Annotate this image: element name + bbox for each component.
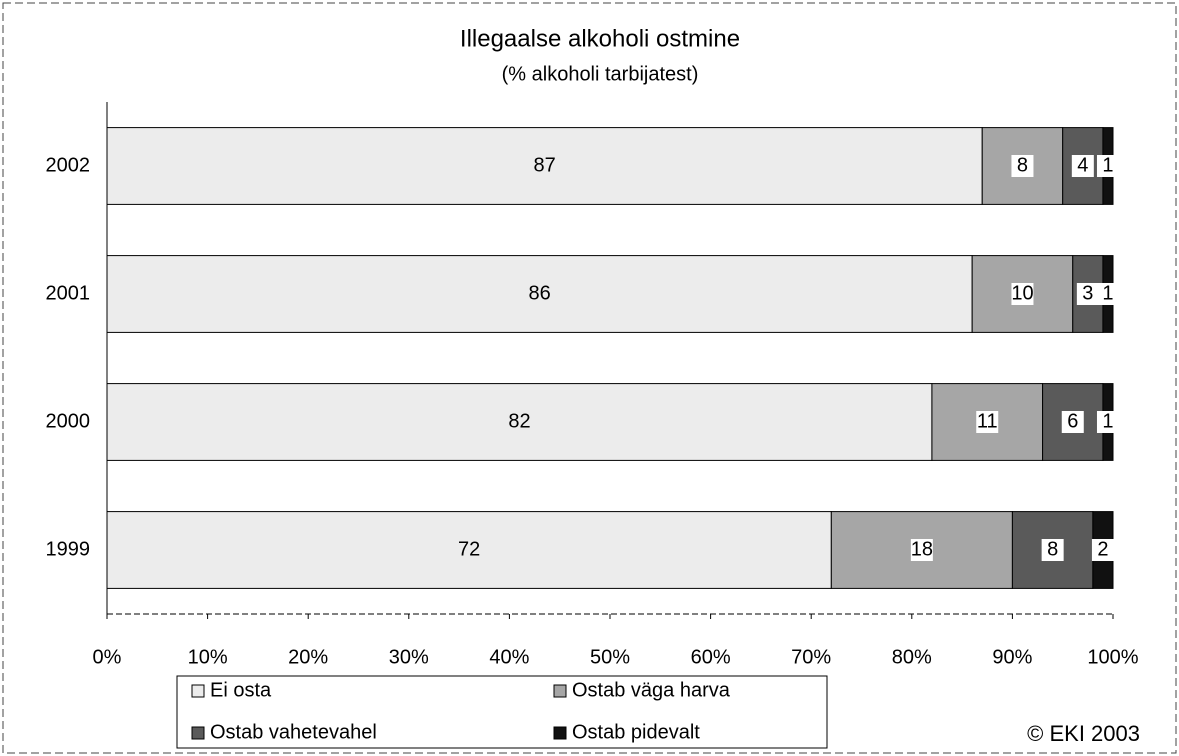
bar-segment (106, 127, 983, 205)
data-label: 2 (1097, 538, 1108, 560)
y-tick-label: 2002 (46, 154, 91, 176)
x-tick-label: 80% (892, 646, 932, 668)
label-bg (1091, 539, 1114, 561)
label-bg (1011, 155, 1034, 177)
x-tick-label: 60% (691, 646, 731, 668)
legend-label: Ostab vahetevahel (210, 721, 377, 743)
legend-label: Ostab väga harva (572, 679, 731, 701)
data-label: 18 (911, 538, 933, 560)
data-label: 6 (1067, 410, 1078, 432)
chart-subtitle: (% alkoholi tarbijatest) (502, 63, 699, 85)
chart-title: Illegaalse alkoholi ostmine (460, 25, 740, 52)
legend-swatch (553, 684, 567, 698)
data-label: 1 (1102, 282, 1113, 304)
data-label: 4 (1077, 154, 1088, 176)
x-tick-label: 30% (389, 646, 429, 668)
data-label: 87 (533, 154, 555, 176)
label-bg (1071, 155, 1094, 177)
bar-segment (106, 511, 832, 589)
data-label: 1 (1102, 410, 1113, 432)
x-tick-label: 50% (590, 646, 630, 668)
x-tick-label: 90% (992, 646, 1032, 668)
annotation: © EKI 2003 (1027, 721, 1140, 746)
label-bg (976, 411, 999, 433)
x-tick-label: 20% (288, 646, 328, 668)
data-label: 82 (508, 410, 530, 432)
x-tick-label: 100% (1087, 646, 1138, 668)
data-label: 10 (1011, 282, 1033, 304)
data-label: 86 (528, 282, 550, 304)
data-label: 3 (1082, 282, 1093, 304)
label-bg (1061, 411, 1084, 433)
label-bg (1076, 283, 1099, 305)
label-bg (1096, 283, 1119, 305)
label-bg (1096, 411, 1119, 433)
x-tick-label: 0% (93, 646, 122, 668)
data-label: 8 (1017, 154, 1028, 176)
data-label: 11 (977, 410, 998, 432)
legend-box (176, 675, 828, 749)
x-tick-label: 70% (791, 646, 831, 668)
legend-swatch (191, 726, 205, 740)
x-tick-label: 10% (188, 646, 228, 668)
bar-segment (106, 255, 973, 333)
legend-label: Ostab pidevalt (572, 721, 700, 743)
y-tick-label: 2001 (46, 282, 91, 304)
data-label: 8 (1047, 538, 1058, 560)
label-bg (1096, 155, 1119, 177)
label-bg (1011, 283, 1034, 305)
x-tick-label: 40% (489, 646, 529, 668)
bar-segment (106, 383, 933, 461)
data-label: 1 (1102, 154, 1113, 176)
label-bg (1041, 539, 1064, 561)
legend-swatch (553, 726, 567, 740)
y-tick-label: 1999 (46, 538, 91, 560)
legend-swatch (191, 684, 205, 698)
legend-label: Ei osta (210, 679, 272, 701)
y-tick-label: 2000 (46, 410, 91, 432)
data-label: 72 (458, 538, 480, 560)
label-bg (910, 539, 933, 561)
